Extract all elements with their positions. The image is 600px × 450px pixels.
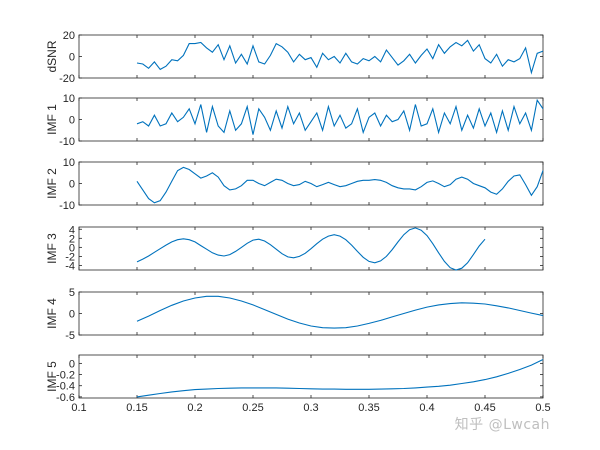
- y-tick-label: 0: [69, 309, 75, 321]
- series-line-imf-2: [136, 166, 544, 204]
- y-tick-label: -0.2: [56, 370, 75, 382]
- series-line-dsnr: [136, 39, 544, 75]
- x-tick-label: 0.5: [535, 402, 550, 414]
- y-tick-label: 2: [69, 233, 75, 245]
- x-tick-label: 0.2: [187, 402, 202, 414]
- y-axis-label: IMF 3: [45, 233, 59, 264]
- series-line-imf-4: [136, 295, 544, 329]
- y-axis-label: IMF 2: [45, 168, 59, 199]
- y-tick-label: 10: [63, 93, 75, 105]
- y-tick-label: -2: [65, 251, 75, 263]
- axes-frame: [78, 354, 544, 399]
- x-tick-label: 0.45: [474, 402, 495, 414]
- y-tick-label: -0.6: [56, 392, 75, 404]
- axes-frame: [78, 34, 544, 79]
- y-tick-label: 4: [69, 224, 75, 236]
- y-tick-label: -10: [59, 136, 75, 148]
- subplot-1: -20 0 20 dSNR: [45, 30, 544, 85]
- y-tick-label: 0: [69, 242, 75, 254]
- y-tick-label: 0: [69, 52, 75, 64]
- subplot-5: -5 0 5 IMF 4: [45, 287, 544, 342]
- x-tick-label: 0.4: [419, 402, 434, 414]
- y-tick-label: -4: [65, 260, 75, 272]
- y-tick-label: 0: [69, 115, 75, 127]
- watermark: 知乎 @Lwcah: [454, 417, 550, 433]
- y-tick-label: 20: [63, 30, 75, 42]
- y-tick-label: -20: [59, 73, 75, 85]
- x-tick-label: 0.3: [303, 402, 318, 414]
- subplot-6: -0.6-0.4-0.20 IMF 5: [45, 354, 544, 404]
- y-tick-label: 10: [63, 157, 75, 169]
- y-tick-label: 5: [69, 287, 75, 299]
- subplot-3: -10 0 10 IMF 2: [45, 157, 544, 212]
- x-tick-label: 0.15: [126, 402, 147, 414]
- y-tick-label: -0.4: [56, 381, 75, 393]
- y-axis-label: IMF 5: [45, 361, 59, 392]
- y-tick-label: -10: [59, 200, 75, 212]
- y-axis-label: dSNR: [45, 40, 59, 72]
- series-line-imf-1: [136, 98, 544, 135]
- x-tick-label: 0.1: [71, 402, 86, 414]
- axes-frame: [78, 291, 544, 336]
- x-tick-label: 0.25: [242, 402, 263, 414]
- series-line-imf-3: [136, 227, 486, 271]
- series-line-imf-5: [136, 359, 544, 398]
- x-tick-label: 0.35: [358, 402, 379, 414]
- y-axis-label: IMF 4: [45, 298, 59, 329]
- y-tick-label: 0: [69, 358, 75, 370]
- subplot-2: -10 0 10 IMF 1: [45, 93, 544, 148]
- axes-frame: [78, 97, 544, 142]
- y-tick-label: 0: [69, 179, 75, 191]
- y-tick-label: -5: [65, 330, 75, 342]
- y-axis-label: IMF 1: [45, 104, 59, 135]
